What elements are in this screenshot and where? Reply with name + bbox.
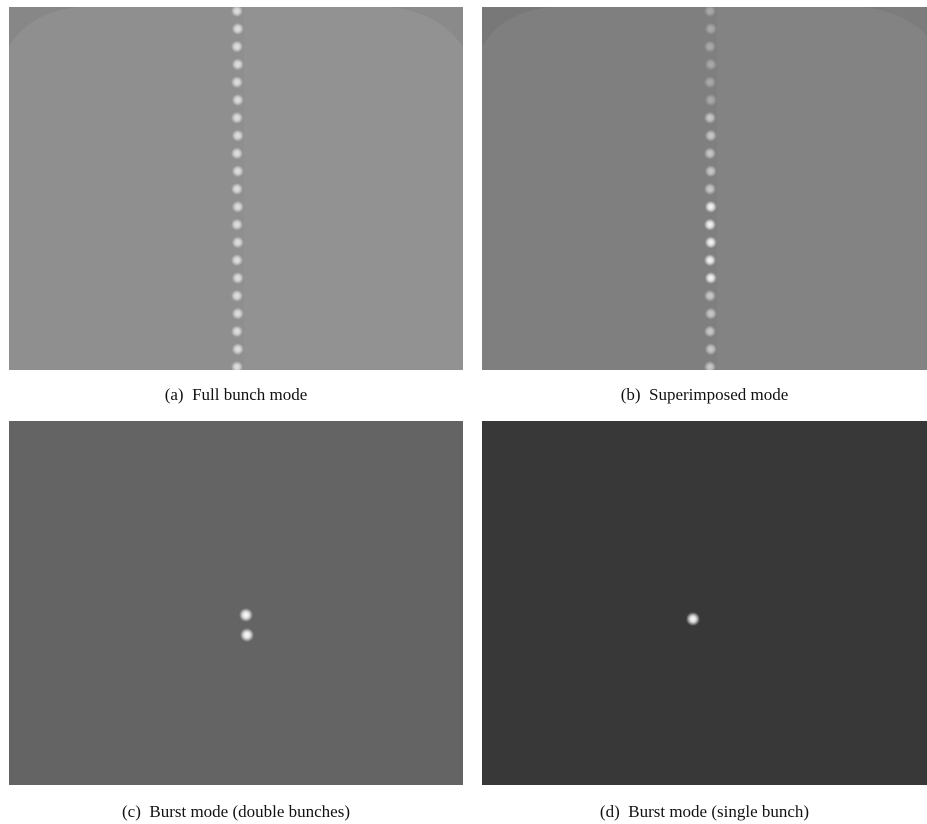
beam-spot (231, 325, 243, 338)
beam-spot (704, 40, 716, 53)
caption: (b) Superimposed mode (620, 385, 789, 404)
beam-spot (704, 94, 717, 106)
beam-spot (231, 218, 243, 231)
beam-spot (231, 361, 243, 370)
beam-spot (704, 183, 716, 195)
beam-spot (704, 22, 717, 35)
background (9, 421, 463, 785)
beam-spot (704, 165, 717, 178)
beam-spot (231, 307, 244, 320)
beam-spot (704, 254, 716, 267)
beam-spot (231, 254, 243, 267)
caption: (c) Burst mode (double bunches) (121, 802, 351, 821)
panel-image (482, 7, 927, 370)
beam-spot (704, 307, 717, 320)
beam-spot (231, 94, 244, 106)
panel-image (482, 421, 927, 785)
beam-spot (704, 147, 716, 160)
beam-spot (704, 289, 716, 302)
beam-spot (231, 272, 244, 284)
panel-image (9, 421, 463, 785)
vignette (482, 7, 927, 47)
beam-spot (231, 165, 244, 178)
beam-spot (231, 289, 243, 302)
beam-spot (704, 272, 717, 284)
shade (244, 7, 463, 370)
caption: (d) Burst mode (single bunch) (599, 802, 810, 821)
beam-spot (231, 147, 243, 160)
caption: (a) Full bunch mode (164, 385, 308, 404)
beam-spot (231, 200, 244, 213)
beam-spot (231, 183, 243, 195)
beam-spot (704, 58, 717, 71)
beam-spot (231, 236, 244, 249)
beam-spot (231, 40, 243, 53)
beam-spot (704, 218, 716, 231)
vignette (9, 7, 463, 47)
beam-spot (704, 200, 717, 213)
beam-spot (704, 129, 717, 142)
shade (717, 7, 927, 370)
beam-spot (704, 343, 717, 356)
beam-spot (231, 111, 243, 124)
beam-spot (704, 325, 716, 338)
beam-spot (704, 111, 716, 124)
beam-spot (231, 58, 244, 71)
beam-spot (704, 236, 717, 249)
beam-spot (231, 129, 244, 142)
beam-spot (231, 76, 243, 89)
background (482, 421, 927, 785)
beam-spot (686, 612, 700, 626)
beam-spot (704, 361, 716, 370)
beam-spot (231, 7, 243, 17)
beam-spot (231, 343, 244, 356)
panel-image (9, 7, 463, 370)
beam-spot (704, 7, 716, 17)
beam-spot (239, 608, 253, 622)
beam-spot (240, 628, 254, 642)
beam-spot (704, 76, 716, 89)
beam-spot (231, 22, 244, 35)
